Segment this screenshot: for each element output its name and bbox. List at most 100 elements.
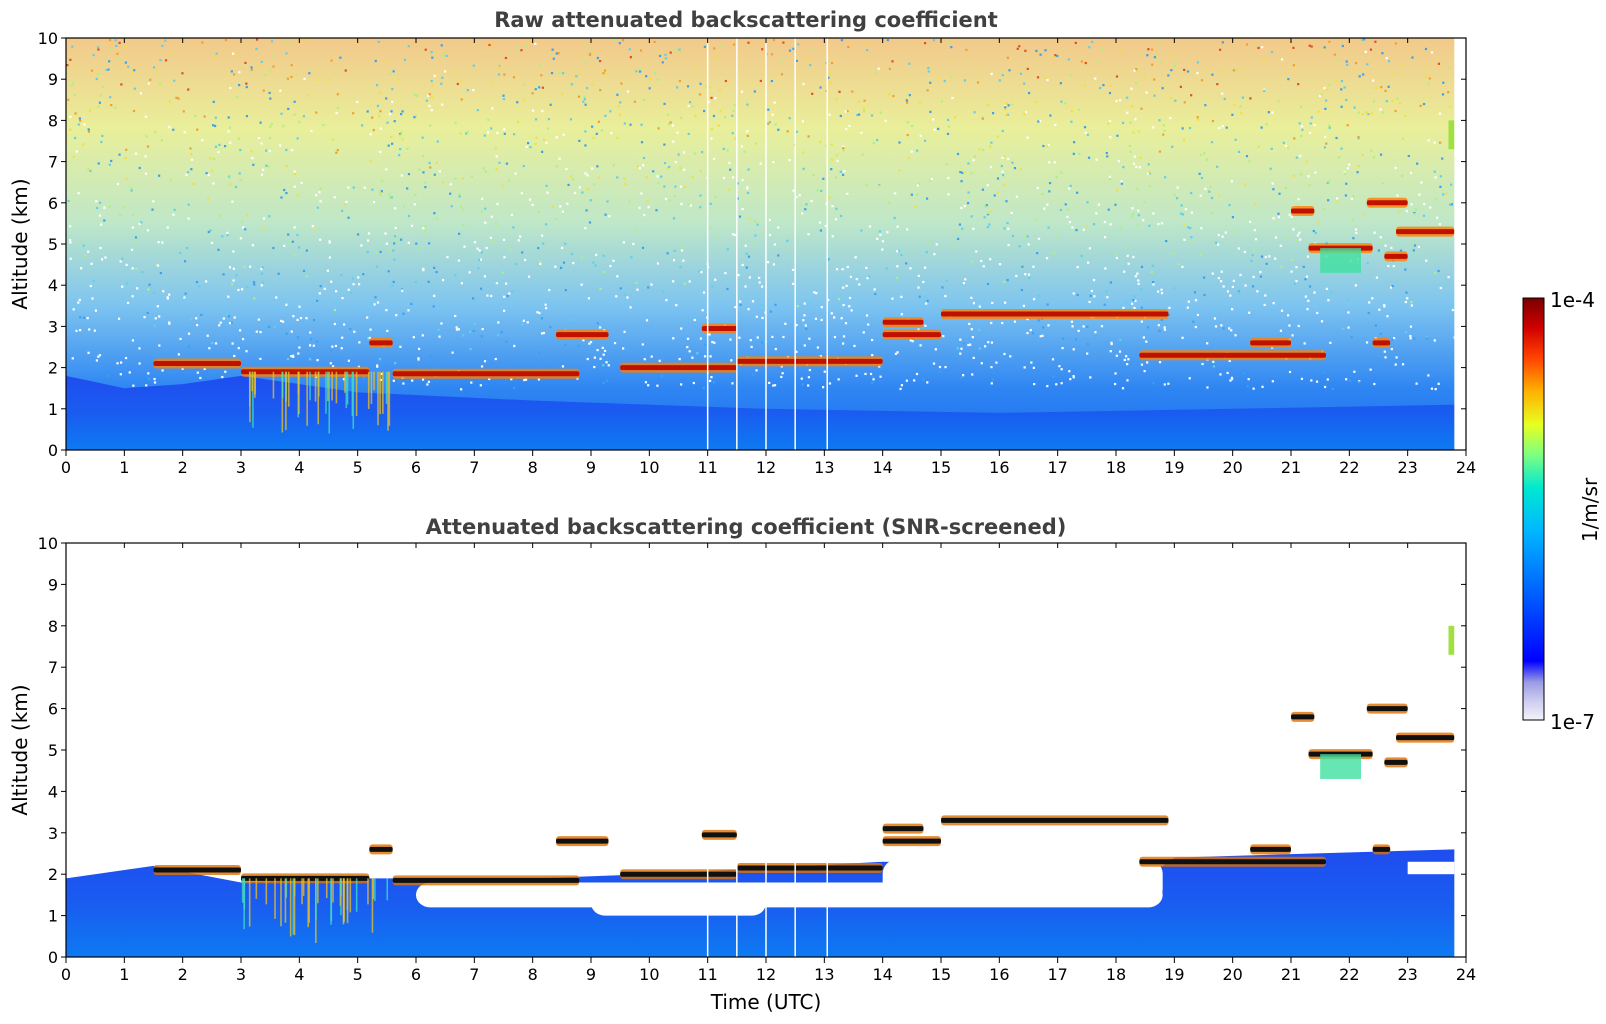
noise-speck xyxy=(1011,161,1014,164)
noise-speck xyxy=(1052,252,1055,255)
noise-speck xyxy=(529,146,532,149)
noise-speck xyxy=(1023,82,1026,85)
noise-speck xyxy=(1224,231,1227,234)
noise-speck xyxy=(1357,135,1360,139)
noise-speck xyxy=(906,121,909,124)
noise-speck xyxy=(77,192,80,195)
noise-speck xyxy=(905,99,908,102)
noise-speck xyxy=(773,101,776,104)
noise-speck xyxy=(1335,136,1338,140)
noise-speck xyxy=(1434,176,1437,179)
noise-speck xyxy=(802,151,805,154)
noise-speck xyxy=(1427,374,1430,377)
noise-speck xyxy=(497,321,500,324)
noise-speck xyxy=(722,176,726,180)
noise-speck xyxy=(366,239,370,242)
noise-speck xyxy=(1073,141,1076,144)
noise-speck xyxy=(1324,135,1327,138)
noise-speck xyxy=(942,335,945,338)
noise-speck xyxy=(1260,255,1264,258)
noise-speck xyxy=(846,265,849,269)
noise-speck xyxy=(235,274,238,277)
noise-speck xyxy=(956,152,960,156)
noise-speck xyxy=(671,124,675,127)
noise-speck xyxy=(1119,99,1122,102)
noise-speck xyxy=(1374,40,1377,43)
noise-speck xyxy=(1345,182,1348,185)
noise-speck xyxy=(673,249,676,252)
noise-speck xyxy=(293,170,296,173)
noise-speck xyxy=(714,196,717,199)
noise-speck xyxy=(1394,109,1397,113)
noise-speck xyxy=(584,172,587,175)
noise-speck xyxy=(1036,252,1039,255)
noise-speck xyxy=(534,142,537,145)
noise-speck xyxy=(87,167,90,171)
noise-speck xyxy=(433,294,436,297)
noise-speck xyxy=(1004,106,1007,109)
noise-speck xyxy=(305,317,308,320)
noise-speck xyxy=(138,222,141,225)
noise-speck xyxy=(159,59,162,62)
noise-speck xyxy=(496,131,499,135)
noise-speck xyxy=(303,77,306,80)
noise-speck xyxy=(1084,131,1087,134)
noise-speck xyxy=(1292,228,1295,231)
noise-speck xyxy=(1269,167,1272,170)
cloud-layer xyxy=(369,846,393,852)
noise-speck xyxy=(731,132,734,135)
noise-speck xyxy=(1122,166,1125,169)
noise-speck xyxy=(1089,294,1092,297)
noise-speck xyxy=(827,76,830,79)
noise-speck xyxy=(986,282,990,286)
noise-speck xyxy=(386,329,389,333)
noise-speck xyxy=(1233,103,1236,107)
noise-speck xyxy=(988,223,991,226)
noise-speck xyxy=(971,336,974,339)
noise-speck xyxy=(1054,123,1057,127)
noise-speck xyxy=(657,181,660,185)
noise-speck xyxy=(313,318,316,322)
noise-speck xyxy=(1373,231,1376,234)
noise-speck xyxy=(240,288,244,291)
noise-speck xyxy=(375,265,379,268)
noise-speck xyxy=(738,336,741,339)
noise-speck xyxy=(1413,213,1416,216)
noise-speck xyxy=(650,283,653,286)
noise-speck xyxy=(152,200,155,203)
noise-speck xyxy=(1337,156,1341,159)
noise-speck xyxy=(322,123,325,127)
noise-speck xyxy=(1143,75,1146,78)
noise-speck xyxy=(161,44,164,48)
noise-speck xyxy=(906,133,909,137)
noise-speck xyxy=(100,140,103,144)
noise-speck xyxy=(1132,212,1135,216)
noise-speck xyxy=(328,241,331,244)
noise-speck xyxy=(181,295,184,298)
noise-speck xyxy=(100,258,104,261)
noise-speck xyxy=(130,248,134,251)
noise-speck xyxy=(1100,325,1104,328)
noise-speck xyxy=(131,267,134,270)
noise-speck xyxy=(1268,255,1271,258)
noise-speck xyxy=(352,112,355,115)
noise-speck xyxy=(393,242,396,245)
noise-speck xyxy=(194,114,197,118)
noise-speck xyxy=(1134,275,1137,278)
noise-speck xyxy=(187,88,190,91)
noise-speck xyxy=(296,336,300,339)
noise-speck xyxy=(385,168,388,171)
noise-speck xyxy=(1449,105,1452,109)
noise-speck xyxy=(998,79,1001,82)
noise-speck xyxy=(258,355,262,358)
noise-speck xyxy=(195,280,199,284)
noise-speck xyxy=(1308,285,1312,288)
noise-speck xyxy=(1293,137,1296,140)
noise-speck xyxy=(490,294,493,298)
noise-speck xyxy=(140,221,143,224)
noise-speck xyxy=(630,256,633,259)
noise-speck xyxy=(534,88,537,91)
noise-speck xyxy=(1297,324,1300,328)
noise-speck xyxy=(139,92,143,95)
noise-speck xyxy=(900,253,903,257)
